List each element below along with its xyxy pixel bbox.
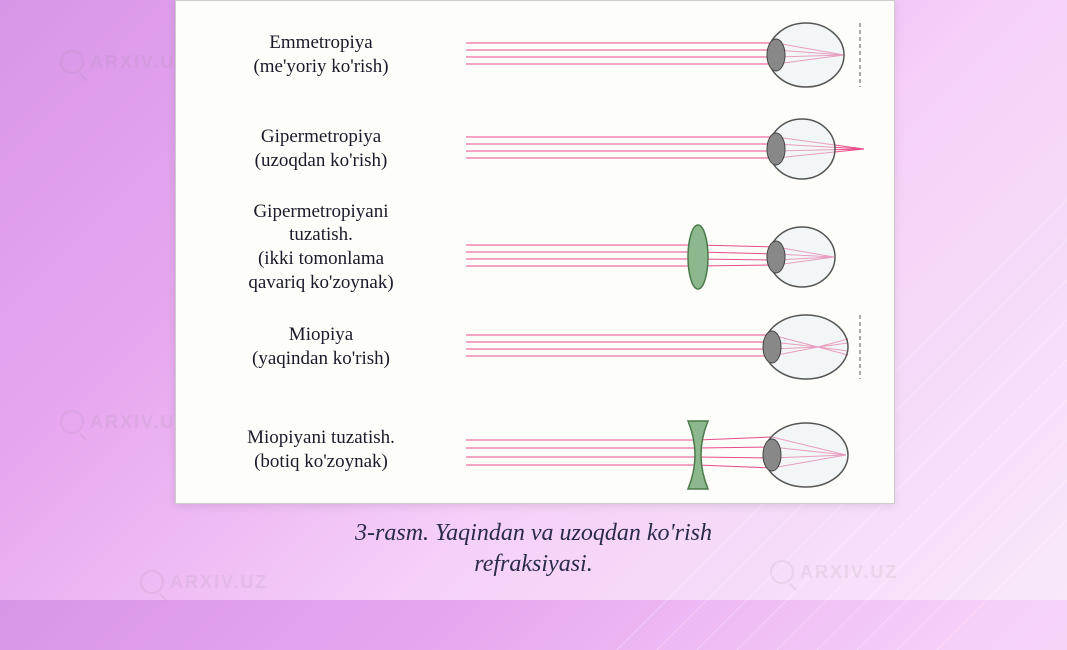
label-line: qavariq ko'zoynak)	[186, 271, 456, 295]
row-hyperopia-correction: Gipermetropiyani tuzatish. (ikki tomonla…	[176, 197, 894, 297]
vis-hyperopia	[466, 109, 894, 189]
label-myopia: Miopiya (yaqindan ko'rish)	[176, 323, 466, 371]
caption-line: refraksiyasi.	[474, 551, 592, 577]
diagram-svg	[466, 207, 886, 307]
watermark: ARXIV.UZ	[60, 410, 188, 434]
label-line: Miopiya	[186, 323, 456, 347]
row-hyperopia: Gipermetropiya (uzoqdan ko'rish)	[176, 109, 894, 189]
diagram-svg	[466, 410, 886, 500]
label-line: (uzoqdan ko'rish)	[186, 149, 456, 173]
watermark-text: ARXIV.UZ	[90, 52, 188, 73]
diagram-svg	[466, 15, 886, 95]
concave-lens-icon	[688, 421, 708, 489]
label-hyperopia: Gipermetropiya (uzoqdan ko'rish)	[176, 125, 466, 173]
magnifier-icon	[60, 410, 84, 434]
iris-icon	[767, 133, 785, 165]
label-line: Miopiyani tuzatish.	[186, 426, 456, 450]
row-myopia: Miopiya (yaqindan ko'rish)	[176, 307, 894, 387]
watermark-text: ARXIV.UZ	[90, 412, 188, 433]
row-myopia-correction: Miopiyani tuzatish. (botiq ko'zoynak)	[176, 405, 894, 495]
caption-line: 3-rasm. Yaqindan va uzoqdan ko'rish	[355, 520, 712, 546]
label-myopia-correction: Miopiyani tuzatish. (botiq ko'zoynak)	[176, 426, 466, 474]
vis-emmetropia	[466, 15, 894, 95]
label-line: (ikki tomonlama	[186, 247, 456, 271]
row-emmetropia: Emmetropiya (me'yoriy ko'rish)	[176, 15, 894, 95]
vis-myopia-correction	[466, 410, 894, 490]
label-line: (botiq ko'zoynak)	[186, 450, 456, 474]
label-line: (yaqindan ko'rish)	[186, 347, 456, 371]
label-line: tuzatish.	[186, 223, 456, 247]
watermark: ARXIV.UZ	[60, 50, 188, 74]
label-line: Gipermetropiyani	[186, 200, 456, 224]
convex-lens-icon	[688, 225, 708, 289]
vis-hyperopia-correction	[466, 207, 894, 287]
diagram-svg	[466, 307, 886, 387]
diagram-svg	[466, 109, 886, 189]
figure-caption: 3-rasm. Yaqindan va uzoqdan ko'rish refr…	[0, 518, 1067, 580]
label-hyperopia-correction: Gipermetropiyani tuzatish. (ikki tomonla…	[176, 200, 466, 295]
vis-myopia	[466, 307, 894, 387]
iris-icon	[763, 331, 781, 363]
magnifier-icon	[60, 50, 84, 74]
label-line: (me'yoriy ko'rish)	[186, 55, 456, 79]
iris-icon	[767, 39, 785, 71]
iris-icon	[767, 241, 785, 273]
label-line: Emmetropiya	[186, 31, 456, 55]
iris-icon	[763, 439, 781, 471]
diagram-card: Emmetropiya (me'yoriy ko'rish) Gipermetr…	[175, 0, 895, 504]
label-line: Gipermetropiya	[186, 125, 456, 149]
label-emmetropia: Emmetropiya (me'yoriy ko'rish)	[176, 31, 466, 79]
